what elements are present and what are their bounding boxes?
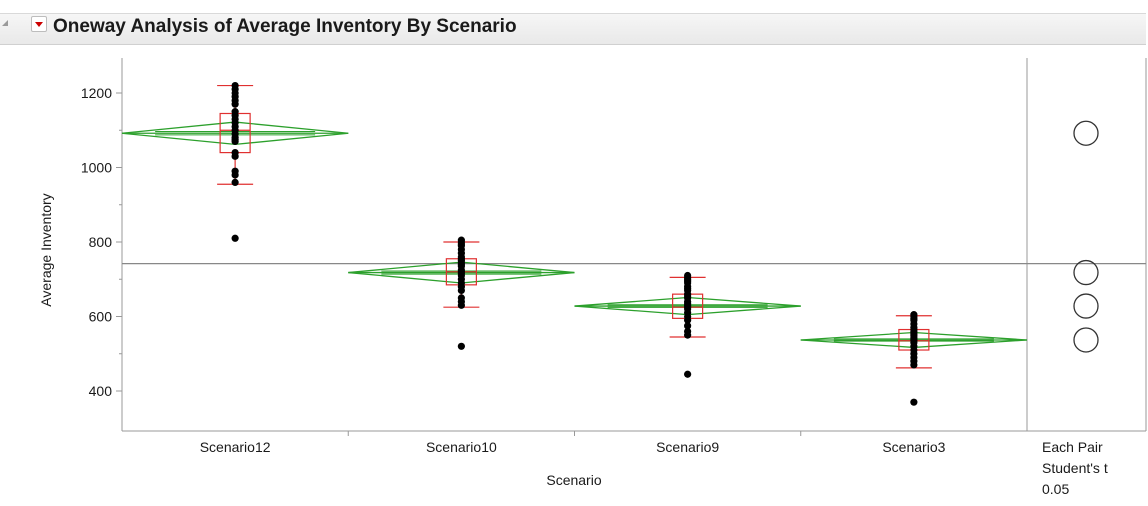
data-point <box>457 301 465 309</box>
y-axis: 400 600 800 1000 1200 <box>81 85 122 399</box>
comparison-label-line: Student's t <box>1042 460 1108 476</box>
group-scenario9 <box>574 271 801 378</box>
y-tick-label: 400 <box>89 383 113 399</box>
groups-layer <box>121 81 1028 406</box>
comparison-label-line: 0.05 <box>1042 481 1069 497</box>
comparison-circle <box>1073 259 1099 286</box>
comparison-circle <box>1073 120 1099 146</box>
group-scenario3 <box>800 311 1028 406</box>
data-point <box>231 152 239 160</box>
x-axis-title: Scenario <box>546 472 601 488</box>
data-point <box>684 322 692 330</box>
x-tick-label: Scenario3 <box>882 439 945 455</box>
data-point <box>684 316 692 324</box>
report-title: Oneway Analysis of Average Inventory By … <box>53 16 517 37</box>
data-point <box>231 234 239 242</box>
collapse-triangle-icon[interactable] <box>2 20 8 26</box>
comparison-circle <box>1073 327 1099 353</box>
x-axis: Scenario12 Scenario10 Scenario9 Scenario3 <box>200 431 946 455</box>
data-point <box>457 286 465 295</box>
plot-frame <box>121 58 1147 432</box>
group-scenario12 <box>121 81 349 242</box>
data-point <box>684 331 692 339</box>
data-point <box>910 398 918 406</box>
data-point <box>910 361 918 369</box>
group-scenario10 <box>348 236 575 350</box>
y-tick-label: 600 <box>89 309 113 325</box>
y-tick-label: 1200 <box>81 85 112 101</box>
data-point <box>231 100 239 108</box>
y-tick-label: 800 <box>89 234 113 250</box>
data-point <box>457 342 465 350</box>
red-triangle-menu-icon[interactable] <box>31 16 47 32</box>
x-tick-label: Scenario9 <box>656 439 719 455</box>
comparison-circles-layer: Each Pair Student's t 0.05 <box>1042 120 1108 497</box>
data-point <box>231 137 239 146</box>
data-point <box>684 370 692 378</box>
y-tick-label: 1000 <box>81 160 112 176</box>
comparison-label-line: Each Pair <box>1042 439 1103 455</box>
data-point <box>231 171 239 179</box>
x-tick-label: Scenario12 <box>200 439 271 455</box>
x-tick-label: Scenario10 <box>426 439 497 455</box>
data-point <box>231 178 239 186</box>
comparison-circle <box>1073 293 1099 319</box>
report-header <box>0 13 1146 45</box>
y-axis-title: Average Inventory <box>38 193 54 306</box>
